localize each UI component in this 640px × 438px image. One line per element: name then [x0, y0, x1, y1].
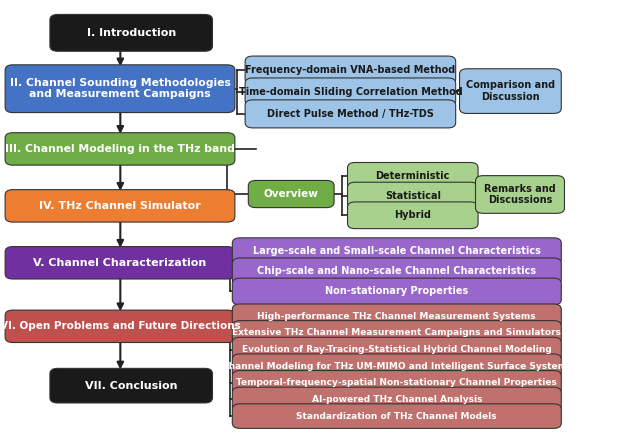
FancyBboxPatch shape: [348, 182, 478, 209]
FancyBboxPatch shape: [5, 310, 235, 343]
FancyBboxPatch shape: [460, 69, 561, 113]
FancyBboxPatch shape: [232, 354, 561, 378]
Text: Temporal-frequency-spatial Non-stationary Channel Properties: Temporal-frequency-spatial Non-stationar…: [236, 378, 557, 387]
Text: III. Channel Modeling in the THz band: III. Channel Modeling in the THz band: [5, 144, 235, 154]
FancyBboxPatch shape: [348, 202, 478, 229]
FancyBboxPatch shape: [5, 247, 235, 279]
FancyBboxPatch shape: [245, 100, 456, 128]
Text: Standardization of THz Channel Models: Standardization of THz Channel Models: [296, 412, 497, 420]
Text: Deterministic: Deterministic: [376, 171, 450, 181]
Text: Remarks and
Discussions: Remarks and Discussions: [484, 184, 556, 205]
FancyBboxPatch shape: [232, 238, 561, 265]
FancyBboxPatch shape: [476, 176, 564, 213]
Text: V. Channel Characterization: V. Channel Characterization: [33, 258, 207, 268]
FancyBboxPatch shape: [5, 190, 235, 222]
FancyBboxPatch shape: [232, 404, 561, 428]
Text: II. Channel Sounding Methodologies
and Measurement Campaigns: II. Channel Sounding Methodologies and M…: [10, 78, 230, 99]
Text: VI. Open Problems and Future Directions: VI. Open Problems and Future Directions: [0, 321, 241, 331]
FancyBboxPatch shape: [5, 133, 235, 165]
FancyBboxPatch shape: [245, 78, 456, 106]
Text: AI-powered THz Channel Analysis: AI-powered THz Channel Analysis: [312, 395, 482, 404]
Text: Chip-scale and Nano-scale Channel Characteristics: Chip-scale and Nano-scale Channel Charac…: [257, 266, 536, 276]
FancyBboxPatch shape: [232, 258, 561, 285]
Text: I. Introduction: I. Introduction: [86, 28, 176, 38]
FancyBboxPatch shape: [50, 368, 212, 403]
FancyBboxPatch shape: [245, 56, 456, 84]
Text: Channel Modeling for THz UM-MIMO and Intelligent Surface Systems: Channel Modeling for THz UM-MIMO and Int…: [221, 362, 572, 371]
FancyBboxPatch shape: [232, 387, 561, 412]
FancyBboxPatch shape: [248, 180, 334, 208]
Text: Overview: Overview: [264, 189, 319, 199]
Text: Large-scale and Small-scale Channel Characteristics: Large-scale and Small-scale Channel Char…: [253, 246, 541, 256]
Text: High-performance THz Channel Measurement Systems: High-performance THz Channel Measurement…: [257, 312, 536, 321]
FancyBboxPatch shape: [232, 321, 561, 345]
Text: VII. Conclusion: VII. Conclusion: [85, 381, 177, 391]
Text: Direct Pulse Method / THz-TDS: Direct Pulse Method / THz-TDS: [267, 109, 434, 119]
FancyBboxPatch shape: [232, 337, 561, 362]
FancyBboxPatch shape: [348, 162, 478, 189]
FancyBboxPatch shape: [50, 14, 212, 51]
FancyBboxPatch shape: [232, 304, 561, 328]
Text: Statistical: Statistical: [385, 191, 441, 201]
FancyBboxPatch shape: [232, 278, 561, 305]
Text: Evolution of Ray-Tracing-Statistical Hybrid Channel Modeling: Evolution of Ray-Tracing-Statistical Hyb…: [242, 345, 552, 354]
Text: Non-stationary Properties: Non-stationary Properties: [325, 286, 468, 297]
FancyBboxPatch shape: [5, 65, 235, 113]
Text: Hybrid: Hybrid: [394, 210, 431, 220]
Text: Comparison and
Discussion: Comparison and Discussion: [466, 80, 555, 102]
Text: Frequency-domain VNA-based Method: Frequency-domain VNA-based Method: [245, 65, 456, 75]
Text: Time-domain Sliding Correlation Method: Time-domain Sliding Correlation Method: [239, 87, 462, 97]
Text: Extensive THz Channel Measurement Campaigns and Simulators: Extensive THz Channel Measurement Campai…: [232, 328, 561, 337]
FancyBboxPatch shape: [232, 371, 561, 395]
Text: IV. THz Channel Simulator: IV. THz Channel Simulator: [39, 201, 201, 211]
